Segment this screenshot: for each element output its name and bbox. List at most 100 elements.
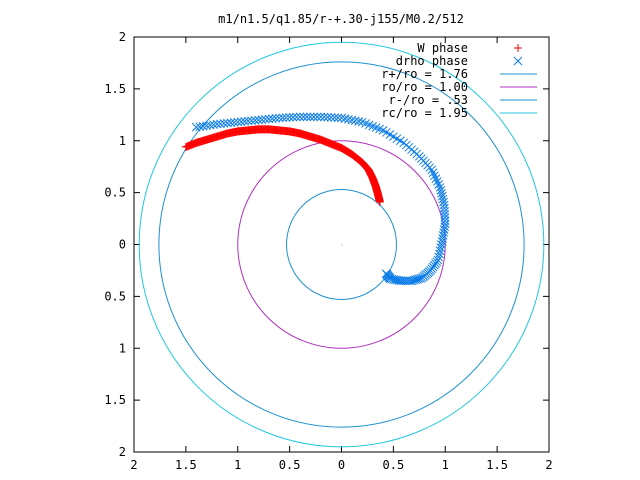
drho-phase-point (381, 269, 391, 278)
circle-r-ring (158, 61, 525, 428)
drho-phase-point (428, 168, 438, 178)
drho-phase-point (434, 252, 444, 262)
drho-phase-point (271, 113, 281, 123)
drho-phase-point (274, 113, 284, 123)
drho-phase-point (414, 274, 424, 284)
drho-phase-point (240, 117, 250, 126)
drho-phase-point (435, 183, 445, 192)
axis-ticks: 2 1.5 1 0.5 0 0.5 1 1.5 221.510.500.511.52 (104, 30, 552, 472)
drho-phase-point (430, 171, 439, 181)
drho-phase-point (354, 117, 364, 126)
y-tick-label: 0.5 (104, 186, 126, 200)
drho-phase-point (330, 113, 339, 122)
drho-phase-point (233, 117, 243, 127)
drho-phase-point (412, 274, 422, 284)
drho-phase-point (302, 112, 312, 122)
legend-label: r-/ro = .53 (389, 93, 468, 107)
y-tick-label: 0.5 (104, 289, 126, 303)
y-tick-label: 1.5 (104, 82, 126, 96)
legend-label: r+/ro = 1.76 (381, 67, 468, 81)
y-tick-label: 1 (119, 134, 126, 148)
drho-phase-point (361, 119, 371, 128)
drho-phase-point (250, 115, 260, 125)
drho-phase-point (371, 123, 381, 132)
legend-label: W phase (417, 41, 468, 55)
legend-marker-swatch (513, 56, 523, 66)
drho-phase-point (219, 119, 229, 128)
drho-phase-point (437, 188, 446, 198)
drho-phase-point (236, 117, 246, 127)
drho-phase-point (323, 112, 333, 122)
origin-dot (341, 244, 343, 246)
chart-title: m1/n1.5/q1.85/r-+.30-j155/M0.2/512 (218, 12, 464, 26)
legend-label: ro/ro = 1.00 (381, 80, 468, 94)
y-tick-label: 2 (119, 30, 126, 44)
drho-phase-point (326, 113, 336, 122)
drho-phase-point (281, 113, 291, 122)
x-tick-label: 1.5 (175, 458, 197, 472)
y-tick-label: 1.5 (104, 393, 126, 407)
drho-phase-point (226, 118, 236, 128)
drho-phase-point (309, 112, 319, 122)
drho-phase-point (295, 112, 305, 122)
drho-phase-point (247, 116, 256, 126)
x-tick-label: 2 (130, 458, 137, 472)
drho-phase-point (391, 275, 400, 285)
drho-phase-point (257, 115, 267, 125)
series-w-phase (181, 125, 384, 206)
drho-phase-point (337, 113, 346, 123)
drho-phase-point (243, 116, 253, 126)
x-tick-label: 1 (442, 458, 449, 472)
drho-phase-point (438, 194, 448, 204)
circle-r-ring (286, 189, 397, 300)
drho-phase-point (223, 118, 232, 128)
drho-phase-point (264, 114, 274, 124)
drho-phase-point (306, 112, 315, 122)
drho-phase-point (427, 165, 437, 175)
data-series (181, 112, 450, 286)
drho-phase-point (333, 113, 343, 123)
x-tick-label: 0.5 (383, 458, 405, 472)
drho-phase-point (416, 273, 426, 283)
legend-label: rc/ro = 1.95 (381, 106, 468, 120)
series-drho-phase (191, 112, 450, 286)
x-tick-label: 0 (338, 458, 345, 472)
drho-phase-point (267, 114, 277, 123)
drho-phase-point (319, 112, 329, 122)
drho-phase-point (254, 115, 263, 125)
drho-phase-point (278, 113, 288, 123)
drho-phase-point (312, 112, 322, 122)
drho-phase-point (292, 112, 301, 122)
drho-phase-point (436, 186, 446, 195)
x-tick-label: 1 (234, 458, 241, 472)
drho-phase-point (434, 180, 444, 189)
legend-label: drho phase (396, 54, 468, 68)
drho-phase-point (340, 114, 350, 123)
circle-rc-ring (138, 41, 545, 448)
drho-phase-point (418, 273, 427, 283)
drho-phase-point (229, 118, 239, 127)
drho-phase-point (432, 177, 442, 186)
w-phase-point (375, 197, 384, 206)
drho-phase-point (394, 276, 404, 285)
drho-phase-point (396, 276, 405, 286)
x-tick-label: 2 (545, 458, 552, 472)
legend-marker-swatch (514, 44, 522, 52)
drho-phase-point (350, 116, 360, 126)
drho-phase-point (437, 191, 447, 201)
drho-phase-point (288, 112, 298, 122)
drho-phase-point (347, 115, 357, 125)
x-tick-label: 1.5 (486, 458, 508, 472)
drho-phase-point (316, 112, 326, 122)
y-tick-label: 1 (119, 341, 126, 355)
drho-phase-point (344, 114, 353, 124)
drho-phase-point (261, 114, 270, 124)
drho-phase-point (431, 174, 441, 183)
drho-phase-point (411, 275, 420, 285)
drho-phase-point (364, 120, 374, 130)
drho-phase-point (216, 119, 225, 129)
drho-phase-point (285, 113, 294, 122)
drho-phase-point (368, 121, 377, 131)
x-tick-label: 0.5 (279, 458, 301, 472)
